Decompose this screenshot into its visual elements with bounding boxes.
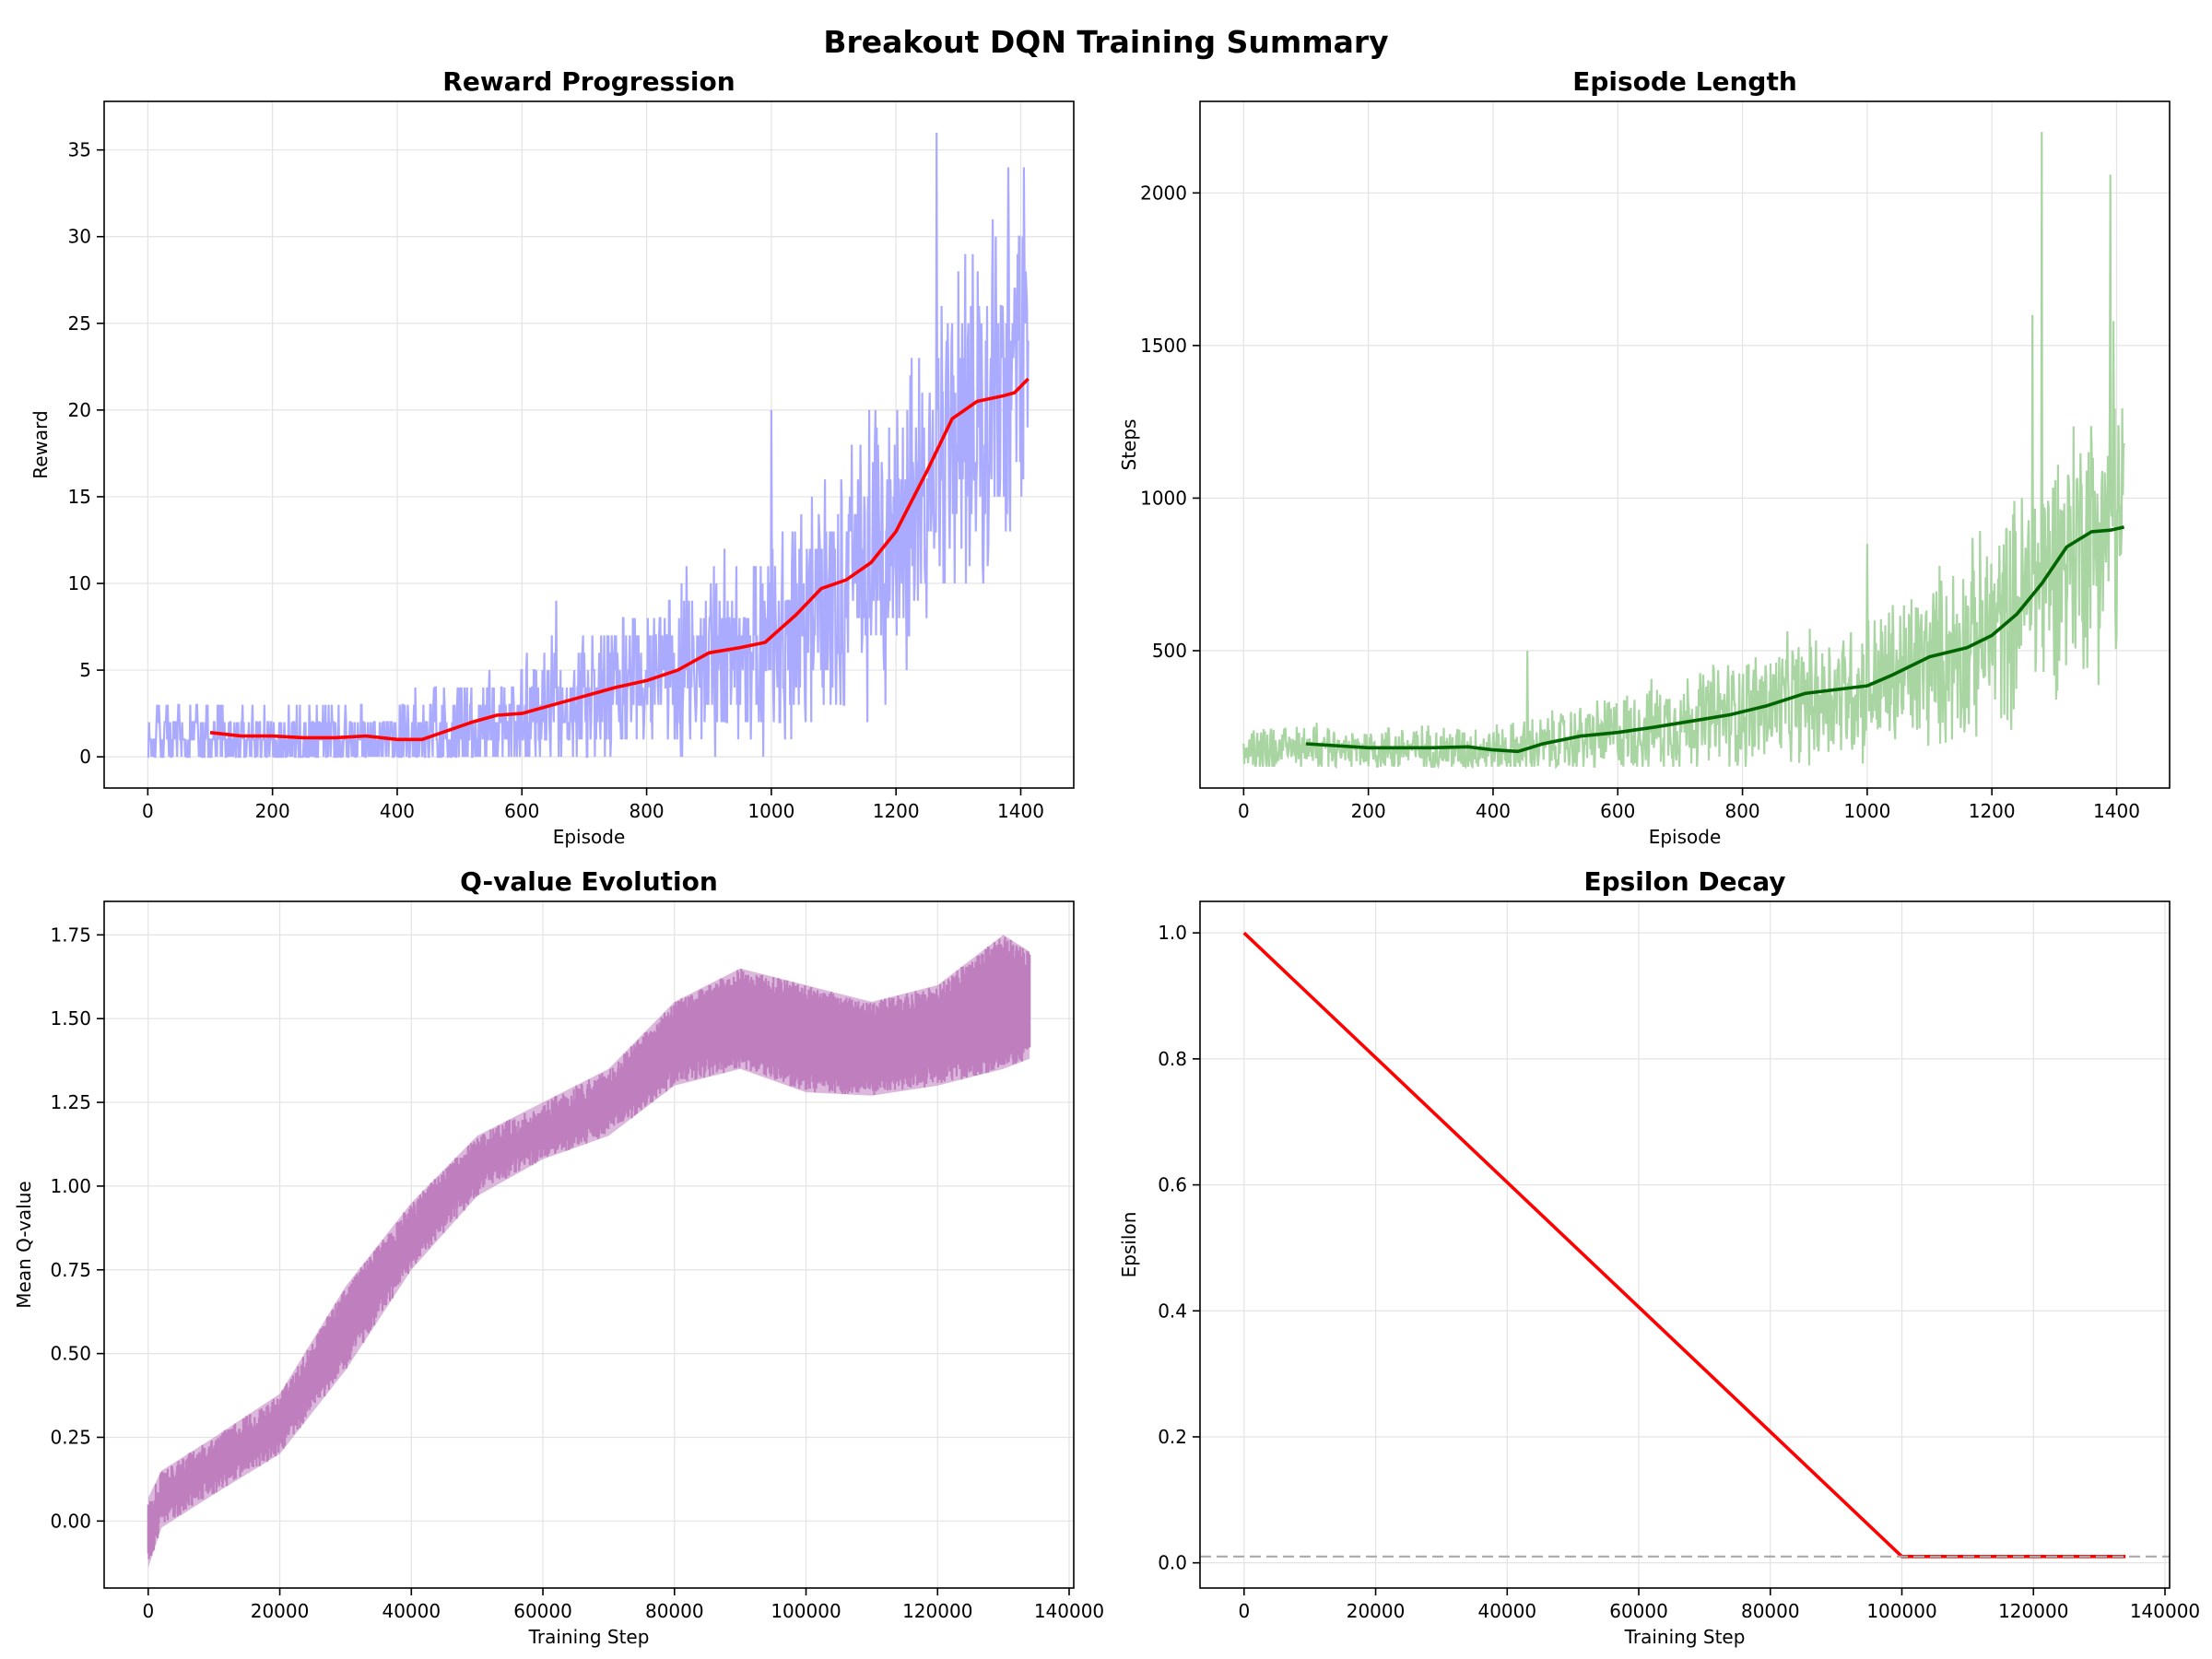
y-tick-label: 0.0 bbox=[1158, 1552, 1187, 1574]
series-band-fill-qvalue bbox=[147, 935, 1030, 1569]
y-tick-label: 1.50 bbox=[50, 1007, 91, 1030]
y-tick-label: 0.2 bbox=[1158, 1426, 1187, 1448]
y-tick-label: 25 bbox=[68, 312, 91, 335]
y-tick-label: 15 bbox=[68, 486, 91, 508]
x-axis-label: Episode bbox=[553, 826, 626, 848]
y-tick-label: 0.50 bbox=[50, 1343, 91, 1365]
y-tick-label: 0.00 bbox=[50, 1510, 91, 1532]
y-tick-label: 1.0 bbox=[1158, 922, 1187, 944]
x-tick-label: 600 bbox=[504, 800, 539, 822]
x-tick-label: 140000 bbox=[1034, 1600, 1104, 1622]
axes-frame bbox=[103, 900, 1075, 1589]
chart-qvalue: 0 20000 40000 60000 80000 100000 120000 140000 0… bbox=[13, 866, 1104, 1648]
plot-area bbox=[1200, 931, 2170, 1559]
axes-frame bbox=[1199, 100, 2171, 789]
y-tick-label: 0 bbox=[79, 746, 91, 768]
x-tick-label: 200 bbox=[1351, 800, 1386, 822]
x-tick-label: 60000 bbox=[513, 1600, 572, 1622]
x-tick-label: 0 bbox=[142, 800, 154, 822]
y-axis-label: Epsilon bbox=[1118, 1212, 1140, 1278]
axes-frame bbox=[1199, 900, 2171, 1589]
x-tick-label: 40000 bbox=[1477, 1600, 1536, 1622]
plot-area bbox=[147, 132, 1030, 759]
x-tick-label: 60000 bbox=[1609, 1600, 1668, 1622]
x-tick-label: 80000 bbox=[1741, 1600, 1800, 1622]
y-tick-label: 1.00 bbox=[50, 1175, 91, 1197]
y-tick-label: 30 bbox=[68, 226, 91, 248]
y-tick-label: 1000 bbox=[1140, 487, 1187, 509]
x-tick-label: 1400 bbox=[2093, 800, 2140, 822]
chart-title: Q-value Evolution bbox=[460, 866, 718, 897]
chart-title: Reward Progression bbox=[442, 66, 735, 97]
chart-epsilon: 0 20000 40000 60000 80000 100000 120000 140000 0… bbox=[1118, 866, 2200, 1648]
x-tick-label: 400 bbox=[380, 800, 415, 822]
series-raw-reward bbox=[147, 132, 1030, 759]
x-tick-label: 0 bbox=[1238, 800, 1250, 822]
y-axis-label: Steps bbox=[1118, 419, 1140, 471]
x-tick-label: 120000 bbox=[1998, 1600, 2068, 1622]
x-tick-label: 1000 bbox=[747, 800, 794, 822]
chart-title: Epsilon Decay bbox=[1583, 866, 1785, 897]
x-tick-label: 0 bbox=[142, 1600, 154, 1622]
y-tick-label: 1500 bbox=[1140, 335, 1187, 357]
y-tick-label: 20 bbox=[68, 399, 91, 421]
axes-frame bbox=[103, 100, 1075, 789]
x-tick-label: 20000 bbox=[251, 1600, 310, 1622]
y-tick-label: 0.75 bbox=[50, 1259, 91, 1281]
y-axis-label: Mean Q-value bbox=[13, 1181, 35, 1308]
x-tick-label: 0 bbox=[1238, 1600, 1250, 1622]
x-tick-label: 100000 bbox=[771, 1600, 841, 1622]
x-tick-label: 120000 bbox=[902, 1600, 972, 1622]
chart-title: Episode Length bbox=[1572, 66, 1797, 97]
plot-area bbox=[147, 935, 1031, 1569]
x-tick-label: 800 bbox=[1724, 800, 1759, 822]
x-tick-label: 800 bbox=[629, 800, 664, 822]
x-tick-label: 40000 bbox=[382, 1600, 441, 1622]
x-tick-label: 80000 bbox=[645, 1600, 704, 1622]
y-tick-label: 1.75 bbox=[50, 924, 91, 946]
series-line-length bbox=[1305, 525, 2124, 754]
y-tick-label: 0.8 bbox=[1158, 1048, 1187, 1070]
x-tick-label: 100000 bbox=[1866, 1600, 1936, 1622]
x-tick-label: 1200 bbox=[873, 800, 920, 822]
y-tick-label: 1.25 bbox=[50, 1091, 91, 1113]
x-tick-label: 400 bbox=[1476, 800, 1511, 822]
series-line-reward bbox=[209, 377, 1030, 742]
x-tick-label: 1400 bbox=[997, 800, 1044, 822]
chart-length: 0 200 400 600 800 1000 1200 1400 500 1000 1500 2000… bbox=[1118, 66, 2171, 848]
series-line-epsilon bbox=[1242, 931, 2126, 1559]
series-raw-length bbox=[1242, 132, 2125, 770]
chart-reward: 0 200 400 600 800 1000 1200 1400 0 5 10 15 20 25 30 35 R… bbox=[29, 66, 1075, 848]
x-axis-label: Training Step bbox=[528, 1626, 650, 1648]
y-tick-label: 5 bbox=[79, 659, 91, 681]
x-tick-label: 1200 bbox=[1969, 800, 2016, 822]
y-tick-label: 500 bbox=[1152, 640, 1187, 662]
x-tick-label: 1000 bbox=[1843, 800, 1890, 822]
plot-area bbox=[1242, 132, 2125, 770]
y-tick-label: 2000 bbox=[1140, 182, 1187, 204]
x-tick-label: 140000 bbox=[2130, 1600, 2200, 1622]
x-axis-label: Training Step bbox=[1624, 1626, 1746, 1648]
x-tick-label: 20000 bbox=[1347, 1600, 1406, 1622]
x-tick-label: 600 bbox=[1600, 800, 1635, 822]
y-tick-label: 0.6 bbox=[1158, 1174, 1187, 1196]
y-tick-label: 35 bbox=[68, 139, 91, 161]
y-tick-label: 10 bbox=[68, 572, 91, 594]
figure-title: Breakout DQN Training Summary bbox=[823, 24, 1389, 60]
y-axis-label: Reward bbox=[29, 410, 52, 478]
y-tick-label: 0.4 bbox=[1158, 1300, 1187, 1322]
x-axis-label: Episode bbox=[1649, 826, 1722, 848]
x-tick-label: 200 bbox=[255, 800, 290, 822]
y-tick-label: 0.25 bbox=[50, 1426, 91, 1448]
